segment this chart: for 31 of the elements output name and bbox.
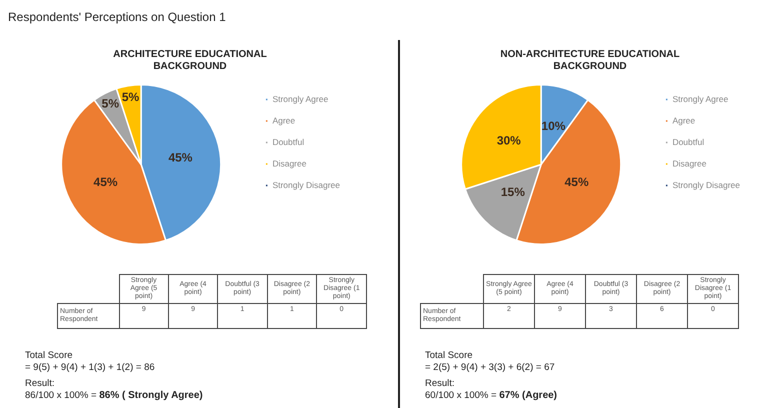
data-label: 30% xyxy=(496,133,522,148)
text: 67% (Agree) xyxy=(499,390,558,401)
data-label: 45% xyxy=(168,150,193,165)
data-label: 45% xyxy=(564,174,589,189)
data-label: 45% xyxy=(94,174,118,189)
legend-label: Strongly Disagree xyxy=(272,180,340,190)
data-label: 5% xyxy=(122,90,140,104)
legend-label: Disagree xyxy=(272,158,307,168)
text: Result: xyxy=(25,378,56,390)
legend-label: Agree xyxy=(672,115,696,126)
legend-label: Strongly Agree xyxy=(672,94,728,104)
chart-title: ARCHITECTURE EDUCATIONAL BACKGROUND xyxy=(113,48,267,72)
legend-label: Doubtful xyxy=(672,136,704,147)
legend-label: Doubtful xyxy=(272,136,304,147)
text: = 2(5) + 9(4) + 3(3) + 6(2) = 67 xyxy=(425,362,556,374)
text: 86/100 x 100% = xyxy=(25,390,97,401)
legend-label: Agree xyxy=(272,115,296,126)
text: 86% ( Strongly Agree) xyxy=(99,390,203,401)
chart-title: NON-ARCHITECTURE EDUCATIONAL BACKGROUND xyxy=(500,48,680,72)
data-label: 5% xyxy=(102,96,120,110)
data-label: 10% xyxy=(541,118,566,133)
text: 60/100 x 100% = xyxy=(425,390,497,401)
text: Total Score xyxy=(425,350,474,362)
text: Respondents' Perceptions on Question 1 xyxy=(8,10,226,24)
text: = 9(5) + 9(4) + 1(3) + 1(2) = 86 xyxy=(25,362,156,374)
legend-label: Strongly Agree xyxy=(272,94,328,104)
legend-label: Disagree xyxy=(672,158,707,168)
text: Total Score xyxy=(25,350,74,362)
legend-label: Strongly Disagree xyxy=(672,180,740,190)
text: Result: xyxy=(425,378,456,390)
data-label: 15% xyxy=(500,185,526,200)
